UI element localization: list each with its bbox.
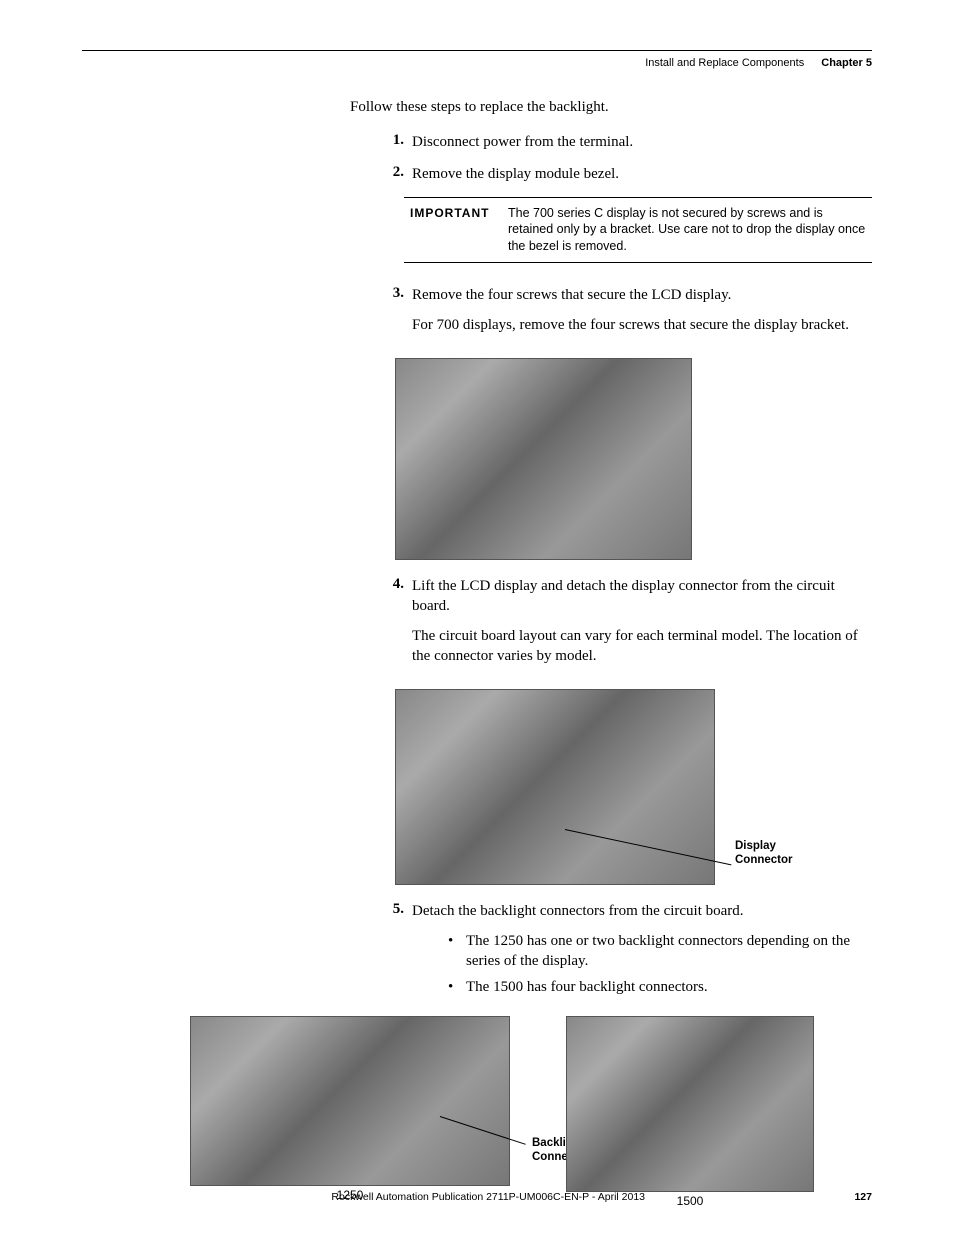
step-number: 2. [380, 164, 404, 184]
bullet-item: • The 1250 has one or two backlight conn… [448, 931, 872, 972]
header-chapter: Chapter 5 [821, 57, 872, 69]
figure-image [395, 689, 715, 885]
figure-1250: 1250 [190, 1016, 510, 1202]
footer-page-number: 127 [854, 1191, 872, 1203]
bullet-marker: • [448, 931, 466, 972]
running-header: Install and Replace Components Chapter 5 [82, 57, 872, 69]
step-number: 5. [380, 901, 404, 1004]
bullet-item: • The 1500 has four backlight connectors… [448, 977, 872, 997]
step-1: 1. Disconnect power from the terminal. [380, 132, 872, 152]
important-label: IMPORTANT [410, 205, 508, 256]
intro-text: Follow these steps to replace the backli… [350, 99, 872, 116]
step-number: 3. [380, 285, 404, 346]
step-text: For 700 displays, remove the four screws… [412, 315, 872, 335]
callout-display-connector: Display Connector [735, 839, 793, 868]
header-rule [82, 50, 872, 51]
bullet-text: The 1250 has one or two backlight connec… [466, 931, 872, 972]
important-callout: IMPORTANT The 700 series C display is no… [404, 197, 872, 264]
step-5: 5. Detach the backlight connectors from … [380, 901, 872, 1004]
step-number: 1. [380, 132, 404, 152]
step-text: Remove the display module bezel. [412, 164, 872, 184]
page-footer: Rockwell Automation Publication 2711P-UM… [82, 1191, 872, 1203]
bullet-text: The 1500 has four backlight connectors. [466, 977, 708, 997]
step-text: Lift the LCD display and detach the disp… [412, 576, 872, 617]
bullet-marker: • [448, 977, 466, 997]
step-text: The circuit board layout can vary for ea… [412, 626, 872, 667]
step-text: Disconnect power from the terminal. [412, 132, 872, 152]
figure-image [395, 358, 692, 560]
step-text: Detach the backlight connectors from the… [412, 901, 872, 921]
footer-publication: Rockwell Automation Publication 2711P-UM… [122, 1191, 854, 1203]
figure-display-connector: Display Connector [395, 689, 865, 885]
step-4: 4. Lift the LCD display and detach the d… [380, 576, 872, 677]
step-text: Remove the four screws that secure the L… [412, 285, 872, 305]
figure-screw-removal [395, 358, 872, 560]
figure-image [566, 1016, 814, 1192]
step-3: 3. Remove the four screws that secure th… [380, 285, 872, 346]
important-text: The 700 series C display is not secured … [508, 205, 866, 256]
step-number: 4. [380, 576, 404, 677]
figure-image [190, 1016, 510, 1186]
figure-1500: 1500 [566, 1016, 814, 1208]
header-section-title: Install and Replace Components [645, 57, 804, 69]
step-2: 2. Remove the display module bezel. [380, 164, 872, 184]
